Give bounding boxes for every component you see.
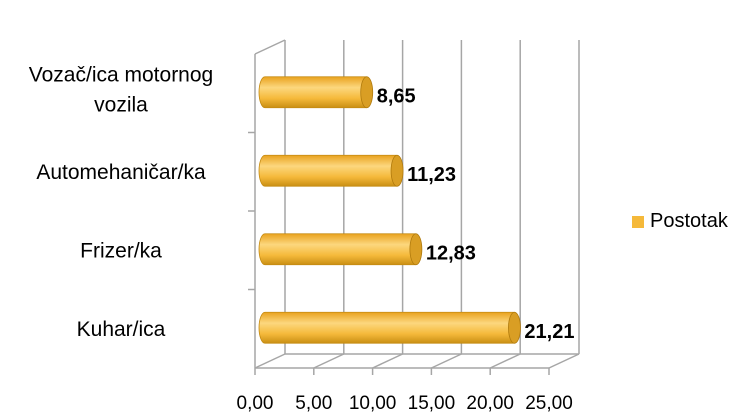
category-label-line: Frizer/ka (80, 239, 162, 262)
x-tick-label: 0,00 (237, 393, 274, 414)
floor-line (490, 354, 520, 368)
bar-cap (410, 234, 422, 265)
category-label-line: Kuhar/ica (77, 318, 166, 341)
floor-line (549, 354, 579, 368)
bar-body (259, 234, 416, 265)
bar (259, 234, 422, 265)
x-tick-label: 15,00 (408, 393, 456, 414)
bars (259, 77, 520, 344)
category-label: Automehaničar/ka (36, 161, 206, 184)
floor-line (373, 354, 403, 368)
legend: Postotak (632, 210, 728, 233)
legend-swatch (632, 216, 644, 228)
category-label-line: Automehaničar/ka (36, 161, 206, 184)
data-label: 21,21 (524, 321, 574, 343)
bar-body (259, 77, 367, 108)
x-tick-label: 5,00 (295, 393, 332, 414)
bar-body (259, 312, 514, 343)
floor-line (255, 354, 285, 368)
data-label: 8,65 (377, 85, 416, 107)
data-label: 11,23 (407, 164, 456, 186)
floor-line (431, 354, 461, 368)
category-label: Vozač/ica motornog vozila (29, 63, 213, 116)
bar-cap (508, 312, 520, 343)
bar-cap (391, 155, 403, 186)
category-label-line: vozila (94, 93, 148, 116)
bar (259, 312, 520, 343)
data-label: 12,83 (426, 242, 476, 264)
x-tick-label: 10,00 (349, 393, 397, 414)
category-label-line: Vozač/ica motornog (29, 63, 213, 86)
category-label: Frizer/ka (80, 239, 162, 262)
bar (259, 77, 373, 108)
bar-cap (361, 77, 373, 108)
side-wall-top (255, 40, 285, 54)
x-tick-label: 20,00 (466, 393, 514, 414)
bar-body (259, 155, 397, 186)
floor-line (314, 354, 344, 368)
bar (259, 155, 403, 186)
legend-label: Postotak (650, 210, 728, 233)
category-label: Kuhar/ica (77, 318, 166, 341)
x-tick-label: 25,00 (525, 393, 573, 414)
